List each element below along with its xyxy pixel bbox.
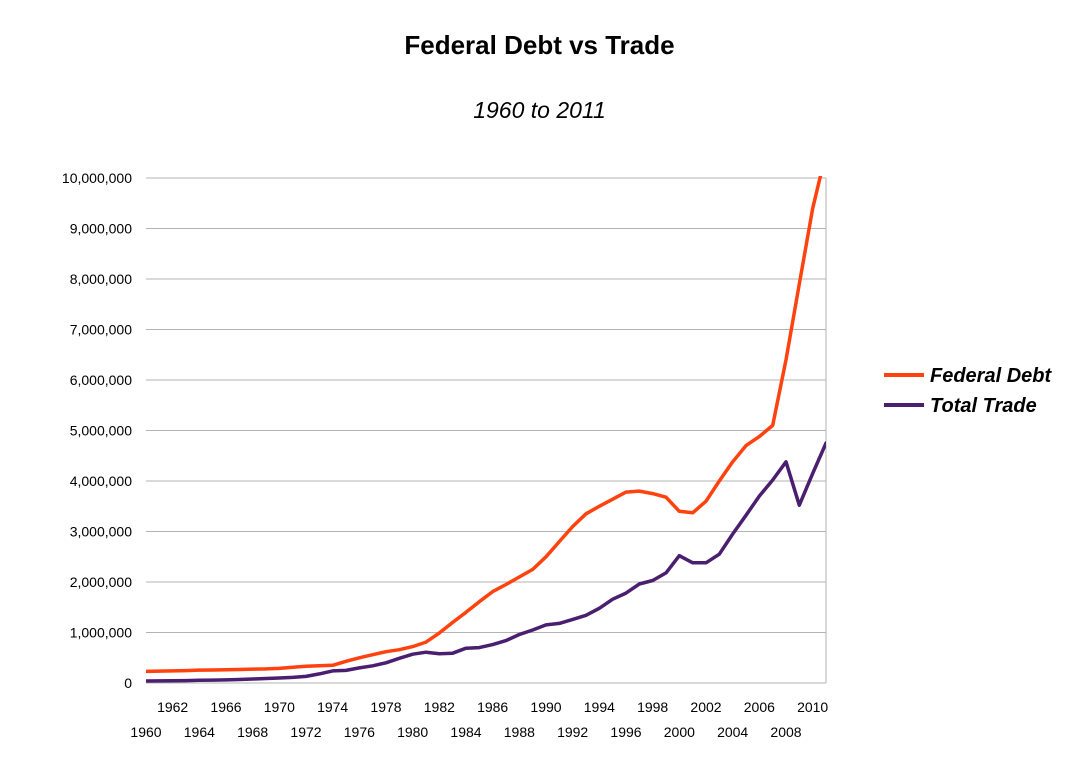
x-axis-tick-labels: 1962 1966 1970 1974 1978 1982 1986 1990 1994 1998… xyxy=(130,682,828,740)
x-tick-label: 2002 xyxy=(690,699,721,715)
y-tick-label: 10,000,000 xyxy=(62,170,132,186)
legend-label: Federal Debt xyxy=(930,365,1052,387)
x-tick-label: 1974 xyxy=(317,699,348,715)
x-tick-label: 1980 xyxy=(397,724,428,740)
y-tick-label: 6,000,000 xyxy=(70,372,132,388)
y-axis-tick-labels: 0 1,000,000 2,000,000 3,000,000 4,000,000 5,0… xyxy=(62,170,132,691)
x-tick-label: 2004 xyxy=(717,724,748,740)
y-tick-label: 8,000,000 xyxy=(70,271,132,287)
series-lines xyxy=(146,176,826,683)
x-tick-label: 2010 xyxy=(797,699,828,715)
x-tick-label: 1962 xyxy=(157,699,188,715)
x-tick-label: 1988 xyxy=(504,724,535,740)
x-tick-label: 1982 xyxy=(424,699,455,715)
x-tick-label: 1964 xyxy=(184,724,215,740)
x-tick-label: 1990 xyxy=(530,699,561,715)
y-tick-label: 2,000,000 xyxy=(70,574,132,590)
x-tick-label: 1970 xyxy=(264,699,295,715)
x-tick-label: 1994 xyxy=(584,699,615,715)
x-tick-label: 1972 xyxy=(290,724,321,740)
chart-subtitle: 1960 to 2011 xyxy=(473,97,606,123)
y-tick-label: 0 xyxy=(124,675,132,691)
chart-title: Federal Debt vs Trade xyxy=(404,30,675,60)
y-tick-label: 4,000,000 xyxy=(70,473,132,489)
series-line-total-trade xyxy=(146,441,826,683)
x-tick-label: 1976 xyxy=(344,724,375,740)
x-tick-label: 1992 xyxy=(557,724,588,740)
legend-label: Total Trade xyxy=(930,395,1037,417)
series-line-federal-debt xyxy=(146,176,823,674)
y-tick-label: 9,000,000 xyxy=(70,221,132,237)
y-tick-label: 1,000,000 xyxy=(70,625,132,641)
x-tick-label: 2000 xyxy=(664,724,695,740)
y-tick-label: 5,000,000 xyxy=(70,423,132,439)
x-tick-label: 1966 xyxy=(210,699,241,715)
y-tick-label: 7,000,000 xyxy=(70,322,132,338)
x-tick-label: 1984 xyxy=(450,724,481,740)
y-tick-label: 3,000,000 xyxy=(70,524,132,540)
x-tick-label: 1968 xyxy=(237,724,268,740)
x-tick-label: 2008 xyxy=(770,724,801,740)
x-tick-label: 1986 xyxy=(477,699,508,715)
x-tick-label: 1960 xyxy=(130,724,161,740)
x-tick-label: 1996 xyxy=(610,724,641,740)
x-tick-label: 1978 xyxy=(370,699,401,715)
x-tick-label: 1998 xyxy=(637,699,668,715)
x-tick-label: 2006 xyxy=(744,699,775,715)
gridlines xyxy=(146,177,827,684)
legend: Federal Debt Total Trade xyxy=(884,365,1052,417)
